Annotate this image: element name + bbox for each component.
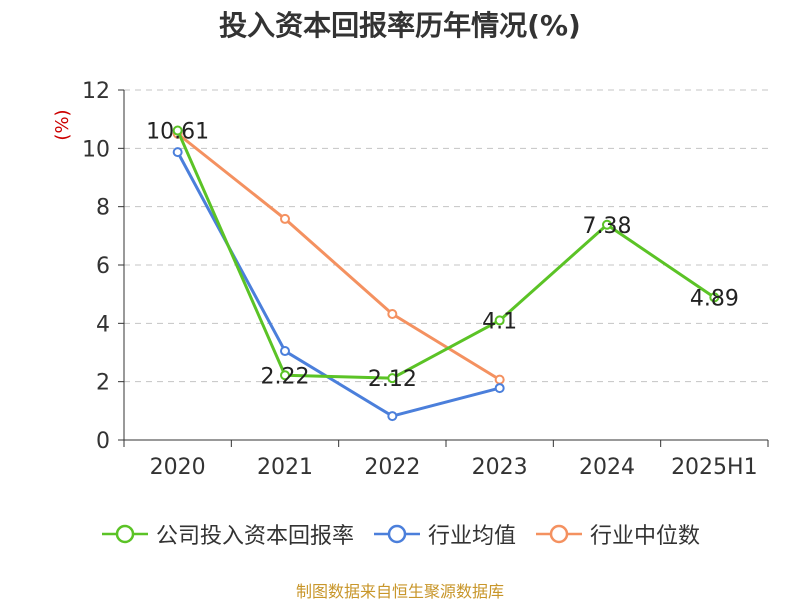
data-point <box>494 315 505 326</box>
y-tick-label: 12 <box>82 79 110 104</box>
data-point <box>172 147 183 158</box>
data-point <box>387 411 398 422</box>
data-point <box>709 292 720 303</box>
y-tick-label: 2 <box>96 371 110 396</box>
legend-marker-industry-mean <box>373 524 420 544</box>
legend: 公司投入资本回报率 行业均值 行业中位数 <box>0 518 800 550</box>
series-line-2 <box>176 132 501 381</box>
y-tick-label: 6 <box>96 254 110 279</box>
data-label: 4.1 <box>482 309 517 334</box>
data-label: 2.12 <box>368 367 417 392</box>
legend-marker-company <box>101 524 148 544</box>
data-point <box>494 383 505 394</box>
data-label: 7.38 <box>583 214 632 239</box>
legend-item-industry-mean[interactable]: 行业均值 <box>372 518 516 550</box>
data-point <box>280 213 290 224</box>
legend-label-industry-mean: 行业均值 <box>427 524 516 549</box>
data-label: 10.61 <box>146 120 209 145</box>
chart-title: 投入资本回报率历年情况(%) <box>219 9 581 42</box>
legend-label-industry-median: 行业中位数 <box>590 524 701 549</box>
data-label: 4.89 <box>690 286 739 311</box>
x-tick-label: 2020 <box>150 455 206 480</box>
data-label: 2.22 <box>261 364 310 389</box>
data-point <box>172 125 183 136</box>
data-point <box>602 219 612 230</box>
y-tick-label: 0 <box>96 429 110 454</box>
data-point <box>280 346 290 357</box>
x-tick-label: 2025H1 <box>671 455 758 480</box>
series-line-0 <box>176 129 716 380</box>
legend-item-industry-median[interactable]: 行业中位数 <box>534 518 700 550</box>
x-tick-label: 2022 <box>364 455 420 480</box>
x-tick-label: 2023 <box>472 455 528 480</box>
y-tick-label: 4 <box>96 312 110 337</box>
y-tick-label: 8 <box>96 196 110 221</box>
x-tick-label: 2024 <box>579 455 635 480</box>
data-point <box>280 370 290 381</box>
y-tick-label: 10 <box>82 137 110 162</box>
data-point <box>387 373 398 384</box>
legend-marker-industry-median <box>536 524 582 544</box>
x-tick-label: 2021 <box>257 455 313 480</box>
source-note: 制图数据来自恒生聚源数据库 <box>295 582 504 600</box>
legend-item-company[interactable]: 公司投入资本回报率 <box>100 518 354 550</box>
y-axis-label: (%) <box>52 109 73 140</box>
legend-label-company: 公司投入资本回报率 <box>155 524 354 549</box>
data-point <box>494 374 505 385</box>
data-point <box>387 309 398 319</box>
